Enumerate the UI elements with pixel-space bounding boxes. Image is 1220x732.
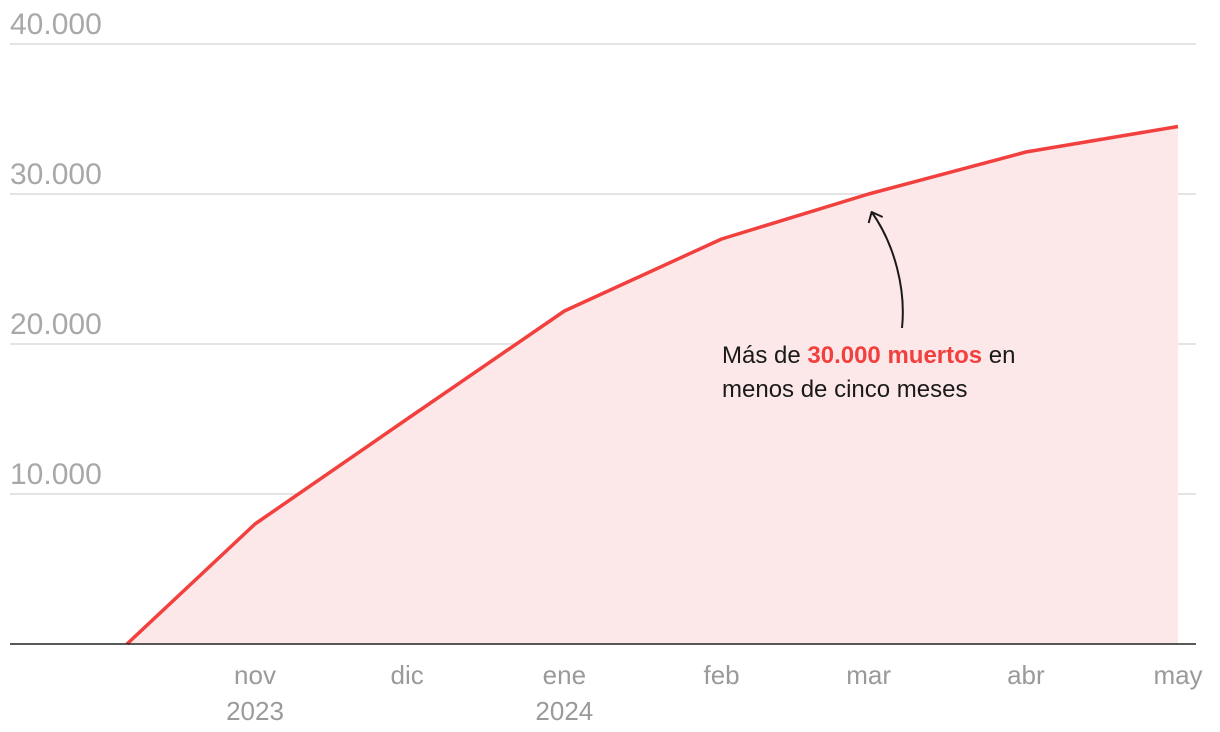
x-tick-label-mar: mar: [846, 660, 891, 690]
annotation-suffix: en: [982, 342, 1015, 369]
y-tick-label: 10.000: [10, 458, 102, 491]
x-tick-label-abr: abr: [1007, 660, 1045, 690]
x-tick-label-dic: dic: [391, 660, 424, 690]
x-tick-year-2024: 2024: [535, 696, 593, 726]
y-tick-label: 30.000: [10, 158, 102, 191]
annotation-highlight: 30.000 muertos: [807, 342, 982, 369]
x-axis-ticks: nov 2023 dic ene 2024 feb mar abr may: [226, 660, 1202, 726]
y-axis-ticks: 10.000 20.000 30.000 40.000: [10, 8, 102, 491]
annotation-line-2: menos de cinco meses: [722, 376, 967, 403]
y-tick-label: 40.000: [10, 8, 102, 41]
annotation: Más de 30.000 muertos en menos de cinco …: [722, 211, 1016, 403]
y-tick-label: 20.000: [10, 308, 102, 341]
area-fill: [127, 126, 1178, 644]
x-tick-year-2023: 2023: [226, 696, 284, 726]
annotation-arrowhead: [867, 211, 884, 224]
annotation-prefix: Más de: [722, 342, 807, 369]
x-tick-label-may: may: [1153, 660, 1202, 690]
series-line: [125, 124, 1179, 646]
annotation-arrow: [870, 211, 904, 329]
x-tick-label-feb: feb: [703, 660, 739, 690]
annotation-line-1: Más de 30.000 muertos en: [722, 342, 1016, 369]
x-tick-label-nov: nov: [234, 660, 276, 690]
x-tick-label-ene: ene: [543, 660, 586, 690]
